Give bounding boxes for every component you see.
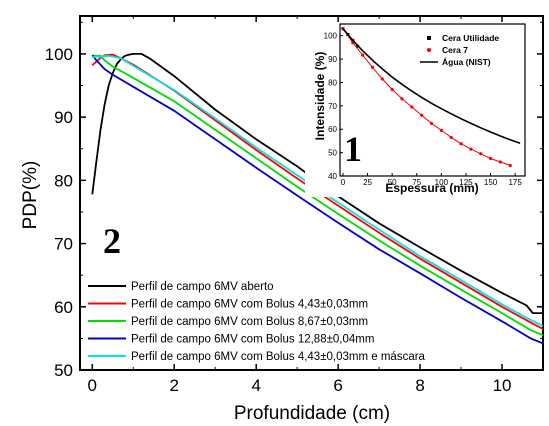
inset-point <box>459 142 463 146</box>
y-axis-title: PDP(%) <box>20 161 41 230</box>
x-tick-label: 8 <box>415 376 424 395</box>
inset-y-tick-label: 80 <box>328 78 337 87</box>
inset-x-tick-label: 100 <box>435 178 449 187</box>
inset-y-tick-label: 60 <box>328 125 337 134</box>
x-tick-label: 0 <box>88 376 97 395</box>
y-tick-label: 80 <box>54 171 73 190</box>
inset-plot-frame <box>339 23 526 177</box>
x-tick-label: 2 <box>170 376 179 395</box>
inset-legend: Cera Utilidade Cera 7 Água (NIST) <box>420 33 499 67</box>
inset-x-tick-label: 125 <box>459 178 473 187</box>
y-tick-label: 90 <box>54 108 73 127</box>
inset-point <box>488 156 493 161</box>
inset-x-tick-label: 150 <box>484 178 498 187</box>
main-legend: Perfil de campo 6MV aberto Perfil de camp… <box>88 281 426 363</box>
legend-label-4: Perfil de campo 6MV com Bolus 12,88±0,04… <box>131 334 374 346</box>
series-line-5 <box>92 54 544 327</box>
inset-point <box>469 147 473 151</box>
series-line-1 <box>91 53 543 314</box>
legend-label-3: Perfil de campo 6MV com Bolus 8,67±0,03m… <box>131 316 368 328</box>
x-tick-label: 4 <box>251 376 260 395</box>
inset-legend-label-2: Cera 7 <box>442 45 468 55</box>
inset-x-tick-label: 175 <box>508 178 522 187</box>
inset-x-tick-label: 50 <box>388 178 397 187</box>
main-series-group <box>91 53 544 345</box>
x-axis-title: Profundidade (cm) <box>234 403 390 424</box>
inset-point <box>370 65 375 69</box>
inset-point <box>400 97 404 101</box>
inset-x-axis-title: Espessura (mm) <box>385 181 478 195</box>
inset-background <box>305 22 528 197</box>
y-tick-label: 100 <box>45 45 73 64</box>
inset-series-trace-2 <box>342 28 511 166</box>
inset-point <box>420 113 424 117</box>
inset-legend-swatch-2 <box>427 48 431 52</box>
inset-y-tick-label: 40 <box>328 172 337 181</box>
inset-point <box>439 128 443 132</box>
series-line-3 <box>92 54 544 337</box>
legend-label-1: Perfil de campo 6MV aberto <box>131 281 274 293</box>
inset-series-line-3 <box>342 28 521 145</box>
x-tick-label: 6 <box>333 376 342 395</box>
panel-label-2: 2 <box>103 221 121 261</box>
inset-y-tick-label: 70 <box>328 102 337 111</box>
inset-point <box>380 77 384 81</box>
inset-y-axis-title: Intensidade (%) <box>313 52 327 141</box>
inset-y-tick-label: 100 <box>324 32 338 41</box>
y-tick-label: 70 <box>54 235 73 254</box>
inset-series-group <box>341 27 521 168</box>
inset-point <box>498 160 502 164</box>
x-tick-label: 10 <box>493 376 512 395</box>
inset-legend-label-3: Água (NIST) <box>442 57 491 67</box>
inset-point <box>361 53 365 57</box>
y-tick-label: 50 <box>54 361 73 380</box>
inset-point <box>479 152 483 156</box>
y-tick-label: 60 <box>54 298 73 317</box>
panel-label-1: 1 <box>344 129 362 169</box>
inset-x-tick-label: 0 <box>341 178 346 187</box>
inset-point <box>390 87 394 92</box>
inset-point <box>449 135 453 140</box>
inset-y-tick-label: 90 <box>328 55 337 64</box>
inset-point <box>429 121 434 125</box>
legend-label-5: Perfil de campo 6MV com Bolus 4,43±0,03m… <box>131 351 426 363</box>
legend-label-2: Perfil de campo 6MV com Bolus 4,43±0,03m… <box>131 299 368 311</box>
inset-axis-ticks: 0 25 50 75 100 125 150 175 40 50 60 70 80 90 100 <box>324 32 523 187</box>
inset-y-tick-label: 50 <box>328 149 337 158</box>
inset-legend-label-1: Cera Utilidade <box>442 33 499 43</box>
inset-point <box>410 105 414 109</box>
main-plot-frame <box>79 15 544 371</box>
inset-legend-swatch-1 <box>427 36 431 40</box>
inset-x-tick-label: 75 <box>412 178 421 187</box>
series-line-4 <box>91 54 544 345</box>
inset-x-tick-label: 25 <box>363 178 372 187</box>
inset-point <box>508 163 512 168</box>
